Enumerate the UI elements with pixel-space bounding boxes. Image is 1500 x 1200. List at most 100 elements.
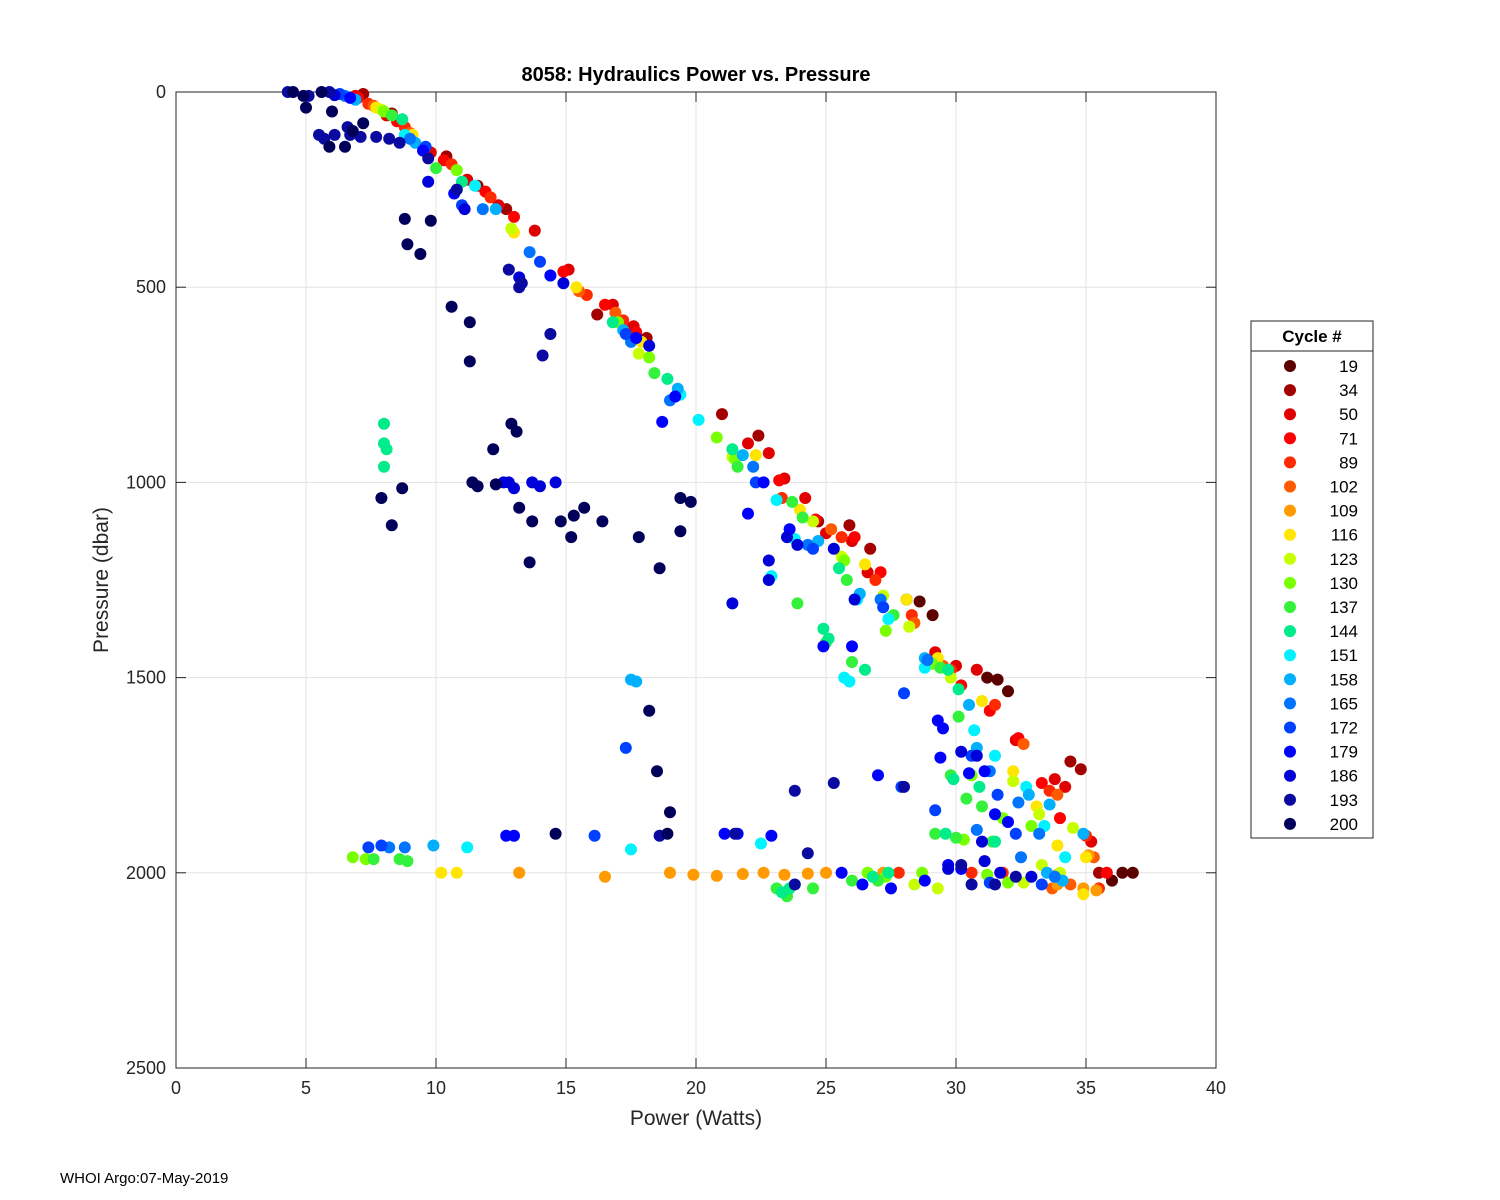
data-point: [900, 593, 913, 606]
data-point: [549, 827, 562, 840]
data-point: [508, 210, 520, 223]
data-point: [567, 509, 580, 522]
x-tick-label: 5: [301, 1078, 311, 1098]
data-point: [939, 827, 952, 840]
data-point: [898, 687, 910, 700]
data-point: [344, 91, 357, 104]
legend-label: 130: [1330, 574, 1358, 593]
data-point: [882, 613, 895, 625]
data-point: [846, 874, 858, 887]
data-point: [869, 574, 882, 586]
data-point: [976, 800, 988, 813]
legend-item: 200: [1284, 815, 1358, 834]
data-point: [970, 663, 983, 676]
legend-item: 186: [1284, 767, 1358, 786]
data-point: [1126, 866, 1139, 879]
data-point: [505, 222, 518, 235]
data-point: [934, 751, 947, 764]
data-point: [976, 835, 988, 848]
data-point: [718, 827, 731, 840]
y-axis-title: Pressure (dbar): [90, 507, 113, 653]
legend-label: 116: [1331, 526, 1358, 545]
legend-item: 193: [1284, 791, 1358, 810]
data-point: [913, 595, 926, 608]
data-point: [1100, 866, 1113, 879]
data-point: [973, 780, 986, 793]
data-point: [396, 113, 409, 126]
legend-label: 137: [1330, 598, 1358, 617]
legend-items: 19 34 50 71 89 102 109 116 123 130 137 144 151 158 165…: [1284, 357, 1358, 834]
data-point: [489, 203, 502, 216]
legend-marker: [1284, 432, 1296, 445]
data-point: [801, 847, 814, 860]
legend-marker: [1284, 625, 1296, 638]
data-point: [1009, 827, 1022, 840]
data-point: [1064, 755, 1077, 768]
data-point: [357, 117, 370, 130]
data-point: [742, 507, 754, 520]
data-point: [625, 843, 637, 856]
data-point: [450, 866, 463, 879]
data-point: [669, 390, 682, 403]
data-point: [544, 269, 557, 282]
data-point: [942, 862, 955, 875]
data-point: [931, 882, 944, 895]
legend-marker: [1284, 745, 1296, 758]
data-point: [424, 214, 437, 227]
data-point: [458, 203, 471, 216]
data-point: [422, 152, 435, 165]
data-point: [989, 878, 1001, 891]
data-point: [471, 480, 484, 493]
y-tick-label: 2500: [126, 1058, 166, 1078]
data-point: [781, 531, 793, 544]
data-point: [661, 372, 674, 385]
data-point: [513, 501, 526, 514]
data-point: [1051, 839, 1064, 852]
chart-title: 8058: Hydraulics Power vs. Pressure: [521, 64, 870, 86]
legend-label: 102: [1330, 478, 1358, 497]
data-point: [599, 870, 611, 883]
data-point: [1077, 827, 1090, 840]
data-point: [736, 868, 749, 880]
data-point: [489, 478, 502, 491]
data-point: [848, 593, 861, 606]
data-point: [989, 808, 1001, 821]
data-point: [297, 89, 310, 102]
data-point: [549, 476, 562, 489]
data-point: [643, 339, 656, 352]
legend-label: 186: [1330, 767, 1358, 786]
data-point: [648, 367, 661, 380]
data-point: [817, 640, 830, 653]
data-point: [664, 866, 676, 879]
data-point: [557, 277, 570, 290]
series-cycle-179: [344, 91, 1014, 895]
data-point: [523, 246, 536, 259]
data-point: [752, 429, 765, 442]
data-point: [484, 191, 497, 204]
data-point: [1022, 788, 1035, 801]
data-point: [1059, 780, 1072, 793]
data-point: [687, 868, 700, 881]
data-point: [757, 866, 770, 879]
x-tick-label: 25: [816, 1078, 836, 1098]
data-point: [859, 558, 871, 571]
data-point: [955, 859, 968, 871]
data-point: [370, 130, 383, 143]
data-point: [960, 792, 973, 805]
data-point: [632, 347, 645, 360]
legend-item: 102: [1284, 478, 1358, 497]
data-point: [747, 460, 760, 473]
data-point: [1007, 775, 1020, 788]
data-point: [367, 853, 380, 866]
footer-credit: WHOI Argo:07-May-2019: [60, 1170, 228, 1187]
data-point: [749, 449, 762, 462]
legend-item: 116: [1284, 526, 1358, 545]
data-point: [502, 263, 515, 276]
legend-item: 144: [1284, 622, 1358, 641]
data-point: [778, 868, 791, 881]
series-cycle-144: [378, 113, 1001, 899]
data-point: [1059, 851, 1072, 864]
data-point: [840, 574, 853, 586]
data-point: [450, 164, 463, 177]
